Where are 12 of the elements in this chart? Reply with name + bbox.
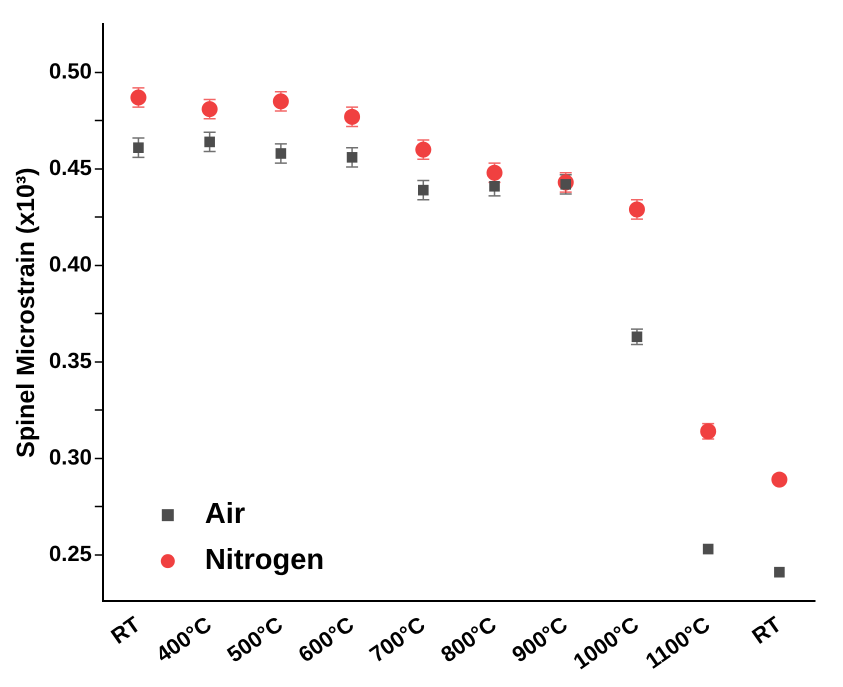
y-tick-label: 0.35 (48, 348, 92, 373)
y-tick-label: 0.30 (48, 444, 92, 470)
point (771, 472, 788, 488)
y-tick-label: 0.25 (48, 540, 92, 566)
y-axis-title: Spinel Microstrain (x10³) (12, 167, 40, 458)
y-tick-label: 0.50 (48, 58, 92, 84)
legend-label: Nitrogen (204, 544, 324, 576)
x-tick-label: RT (747, 611, 786, 649)
y-tick-label: 0.40 (48, 251, 92, 276)
legend-label: Air (204, 498, 246, 530)
x-tick-label: RT (106, 611, 146, 649)
y-tick-label: 0.45 (48, 154, 92, 180)
